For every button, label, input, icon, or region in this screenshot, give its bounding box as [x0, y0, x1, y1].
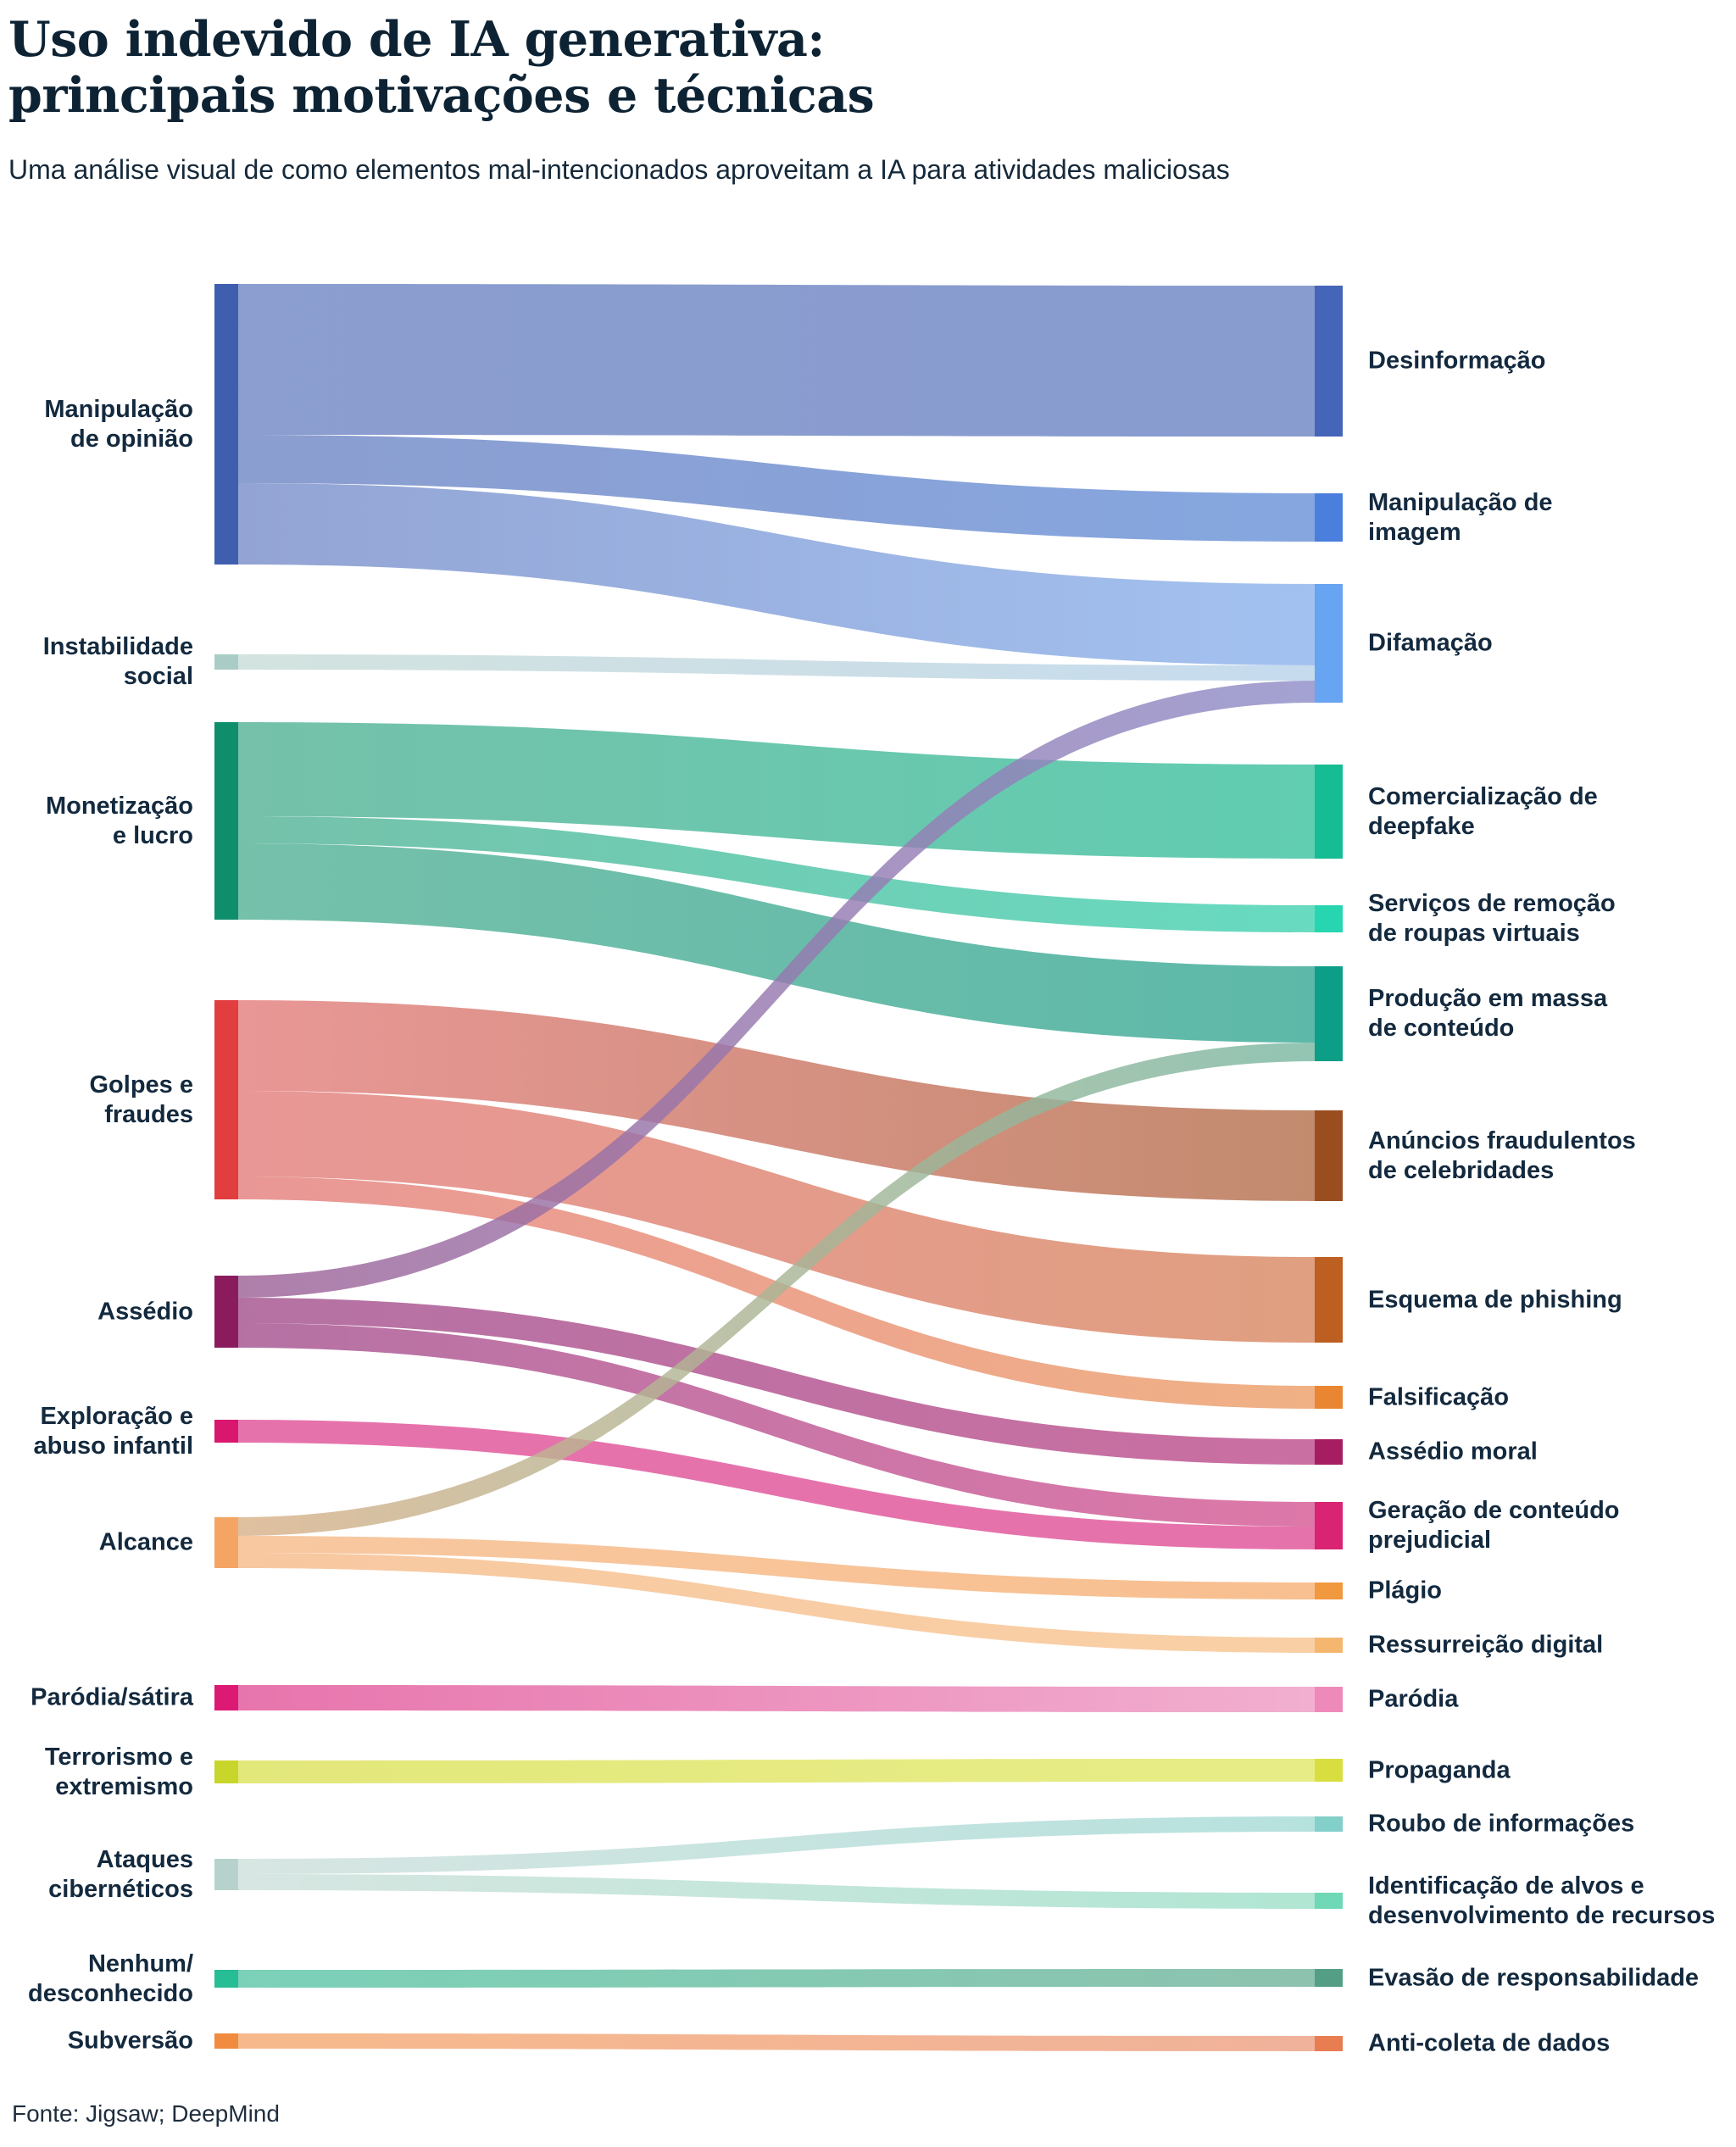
sankey-link-instabilidade_social-difamacao [238, 654, 1315, 681]
sankey-link-assedio-assedio_moral [238, 1298, 1315, 1465]
sankey-link-alcance-ressurreicao [238, 1553, 1315, 1653]
right-node-label-geracao_conteudo: Geração de conteúdo prejudicial [1368, 1497, 1620, 1554]
sankey-link-nenhum_desconhecido-evasao [238, 1969, 1315, 1988]
left-node-label-ataques_ciberneticos: Ataques cibernéticos [48, 1845, 193, 1903]
sankey-node-plagio [1315, 1582, 1343, 1599]
right-node-label-difamacao: Difamação [1368, 629, 1493, 657]
page-title: Uso indevido de IA generativa: principai… [8, 11, 875, 124]
sankey-node-nenhum_desconhecido [214, 1970, 238, 1988]
sankey-link-ataques_ciberneticos-roubo_info [238, 1816, 1315, 1874]
sankey-node-producao_massa [1315, 966, 1343, 1061]
sankey-link-monetizacao_lucro-servicos_remocao [238, 816, 1315, 932]
right-node-label-producao_massa: Produção em massa de conteúdo [1368, 985, 1608, 1042]
source-credit: Fonte: Jigsaw; DeepMind [12, 2100, 280, 2127]
sankey-node-identificacao [1315, 1893, 1343, 1909]
sankey-node-assedio_moral [1315, 1439, 1343, 1465]
right-node-label-ressurreicao: Ressurreição digital [1368, 1631, 1604, 1659]
sankey-link-assedio-difamacao [238, 681, 1315, 1298]
right-node-label-propaganda: Propaganda [1368, 1756, 1511, 1783]
sankey-flows [238, 284, 1315, 2051]
sankey-node-manip_imagem [1315, 493, 1343, 542]
left-node-label-alcance: Alcance [98, 1528, 193, 1556]
sankey-link-alcance-plagio [238, 1536, 1315, 1599]
sankey-node-instabilidade_social [214, 654, 238, 670]
right-node-label-identificacao: Identificação de alvos e desenvolvimento… [1368, 1872, 1716, 1929]
sankey-nodes [214, 284, 1343, 2051]
right-node-label-anti_coleta: Anti-coleta de dados [1368, 2029, 1611, 2057]
sankey-node-falsificacao [1315, 1386, 1343, 1409]
sankey-link-terrorismo-propaganda [238, 1759, 1315, 1783]
sankey-node-terrorismo [214, 1760, 238, 1783]
right-node-label-parodia: Paródia [1368, 1685, 1459, 1713]
sankey-node-exploracao_infantil [214, 1420, 238, 1443]
sankey-node-propaganda [1315, 1759, 1343, 1782]
sankey-node-servicos_remocao [1315, 905, 1343, 932]
sankey-node-difamacao [1315, 584, 1343, 703]
left-node-label-subversao: Subversão [67, 2027, 193, 2055]
left-node-label-parodia_satira: Paródia/sátira [31, 1683, 193, 1711]
header: Uso indevido de IA generativa: principai… [8, 12, 1619, 186]
right-node-label-manip_imagem: Manipulação de imagem [1368, 488, 1553, 546]
sankey-node-parodia [1315, 1687, 1343, 1712]
sankey-link-manipulacao_opiniao-difamacao [238, 483, 1315, 665]
right-node-label-assedio_moral: Assédio moral [1368, 1438, 1538, 1466]
sankey-node-ressurreicao [1315, 1638, 1343, 1653]
sankey-link-golpes_fraudes-esquema_phishing [238, 1091, 1315, 1343]
left-node-label-exploracao_infantil: Exploração e abuso infantil [33, 1402, 194, 1460]
sankey-link-manipulacao_opiniao-manip_imagem [238, 435, 1315, 542]
left-node-label-monetizacao_lucro: Monetização e lucro [45, 792, 193, 849]
sankey-node-golpes_fraudes [214, 1000, 238, 1199]
sankey-node-subversao [214, 2033, 238, 2049]
right-node-label-roubo_info: Roubo de informações [1368, 1810, 1635, 1838]
sankey-node-manipulacao_opiniao [214, 284, 238, 565]
sankey-link-monetizacao_lucro-comercializacao [238, 722, 1315, 859]
right-node-label-evasao: Evasão de responsabilidade [1368, 1964, 1700, 1991]
page-subtitle: Uma análise visual de como elementos mal… [8, 154, 1230, 185]
right-node-label-comercializacao: Comercialização de deepfake [1368, 782, 1598, 840]
right-node-label-anuncios_fraud: Anúncios fraudulentos de celebridades [1368, 1126, 1636, 1184]
sankey-node-alcance [214, 1517, 238, 1568]
right-node-label-falsificacao: Falsificação [1368, 1383, 1510, 1410]
left-node-label-assedio: Assédio [97, 1298, 193, 1325]
sankey-node-monetizacao_lucro [214, 722, 238, 920]
sankey-link-subversao-anti_coleta [238, 2033, 1315, 2051]
sankey-link-exploracao_infantil-geracao_conteudo [238, 1420, 1315, 1549]
sankey-link-ataques_ciberneticos-identificacao [238, 1874, 1315, 1909]
sankey-node-esquema_phishing [1315, 1257, 1343, 1343]
sankey-node-evasao [1315, 1969, 1343, 1987]
right-node-label-desinformacao: Desinformação [1368, 347, 1546, 375]
left-node-label-instabilidade_social: Instabilidade social [42, 633, 193, 690]
sankey-node-anti_coleta [1315, 2036, 1343, 2051]
sankey-link-monetizacao_lucro-producao_massa [238, 843, 1315, 1043]
left-node-label-terrorismo: Terrorismo e extremismo [44, 1743, 193, 1800]
sankey-node-parodia_satira [214, 1685, 238, 1710]
sankey-node-ataques_ciberneticos [214, 1859, 238, 1890]
right-node-label-plagio: Plágio [1368, 1577, 1443, 1605]
left-node-label-manipulacao_opiniao: Manipulação de opinião [44, 395, 193, 453]
sankey-node-desinformacao [1315, 286, 1343, 437]
sankey-node-anuncios_fraud [1315, 1110, 1343, 1201]
sankey-node-assedio [214, 1276, 238, 1348]
sankey-link-golpes_fraudes-anuncios_fraud [238, 1000, 1315, 1201]
sankey-link-alcance-producao_massa [238, 1043, 1315, 1536]
sankey-node-geracao_conteudo [1315, 1502, 1343, 1549]
right-node-label-servicos_remocao: Serviços de remoção de roupas virtuais [1368, 890, 1616, 947]
sankey-link-manipulacao_opiniao-desinformacao [238, 284, 1315, 437]
sankey-link-assedio-geracao_conteudo [238, 1323, 1315, 1527]
left-node-label-nenhum_desconhecido: Nenhum/ desconhecido [28, 1950, 193, 2007]
right-node-label-esquema_phishing: Esquema de phishing [1368, 1286, 1622, 1313]
sankey-node-comercializacao [1315, 765, 1343, 859]
left-node-label-golpes_fraudes: Golpes e fraudes [89, 1071, 194, 1128]
sankey-node-roubo_info [1315, 1816, 1343, 1832]
sankey-link-parodia_satira-parodia [238, 1685, 1315, 1712]
